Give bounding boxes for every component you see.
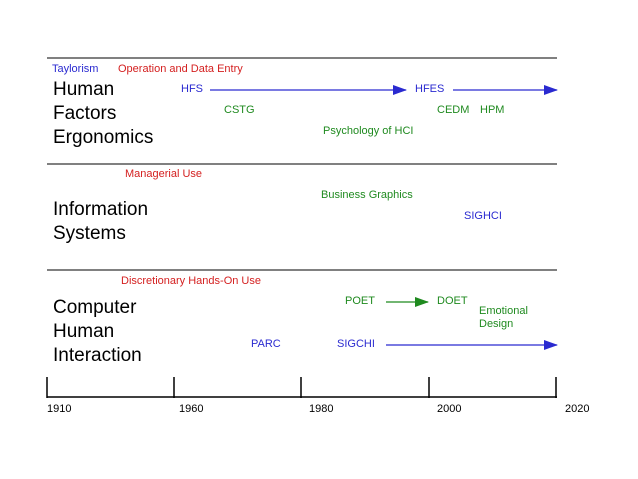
tag-operation-data-entry: Operation and Data Entry bbox=[118, 63, 243, 75]
label-business-graphics: Business Graphics bbox=[321, 189, 413, 201]
axis-tick-label-1960: 1960 bbox=[179, 403, 204, 415]
label-hfes: HFES bbox=[415, 83, 445, 95]
label-hfs: HFS bbox=[181, 83, 203, 95]
label-cstg: CSTG bbox=[224, 104, 255, 116]
label-poet: POET bbox=[345, 295, 375, 307]
tag-discretionary-hands-on-use: Discretionary Hands-On Use bbox=[121, 275, 261, 287]
section-title-chi: Computer Human Interaction bbox=[53, 297, 142, 366]
section-title-is: Information Systems bbox=[53, 199, 149, 244]
label-sighci: SIGHCI bbox=[464, 210, 502, 222]
tag-taylorism: Taylorism bbox=[52, 63, 99, 75]
axis-tick-label-2000: 2000 bbox=[437, 403, 462, 415]
label-hpm: HPM bbox=[480, 104, 505, 116]
section-title-hfe: Human Factors Ergonomics bbox=[53, 79, 154, 148]
label-sigchi: SIGCHI bbox=[337, 338, 375, 350]
axis-tick-label-1980: 1980 bbox=[309, 403, 334, 415]
tag-managerial-use: Managerial Use bbox=[125, 168, 203, 180]
label-doet: DOET bbox=[437, 295, 468, 307]
axis-tick-label-2020: 2020 bbox=[565, 403, 590, 415]
label-psychology-of-hci: Psychology of HCI bbox=[323, 125, 414, 137]
label-cedm: CEDM bbox=[437, 104, 470, 116]
label-emotional-design: Emotional Design bbox=[479, 305, 528, 330]
label-parc: PARC bbox=[251, 338, 281, 350]
axis-tick-label-1910: 1910 bbox=[47, 403, 72, 415]
